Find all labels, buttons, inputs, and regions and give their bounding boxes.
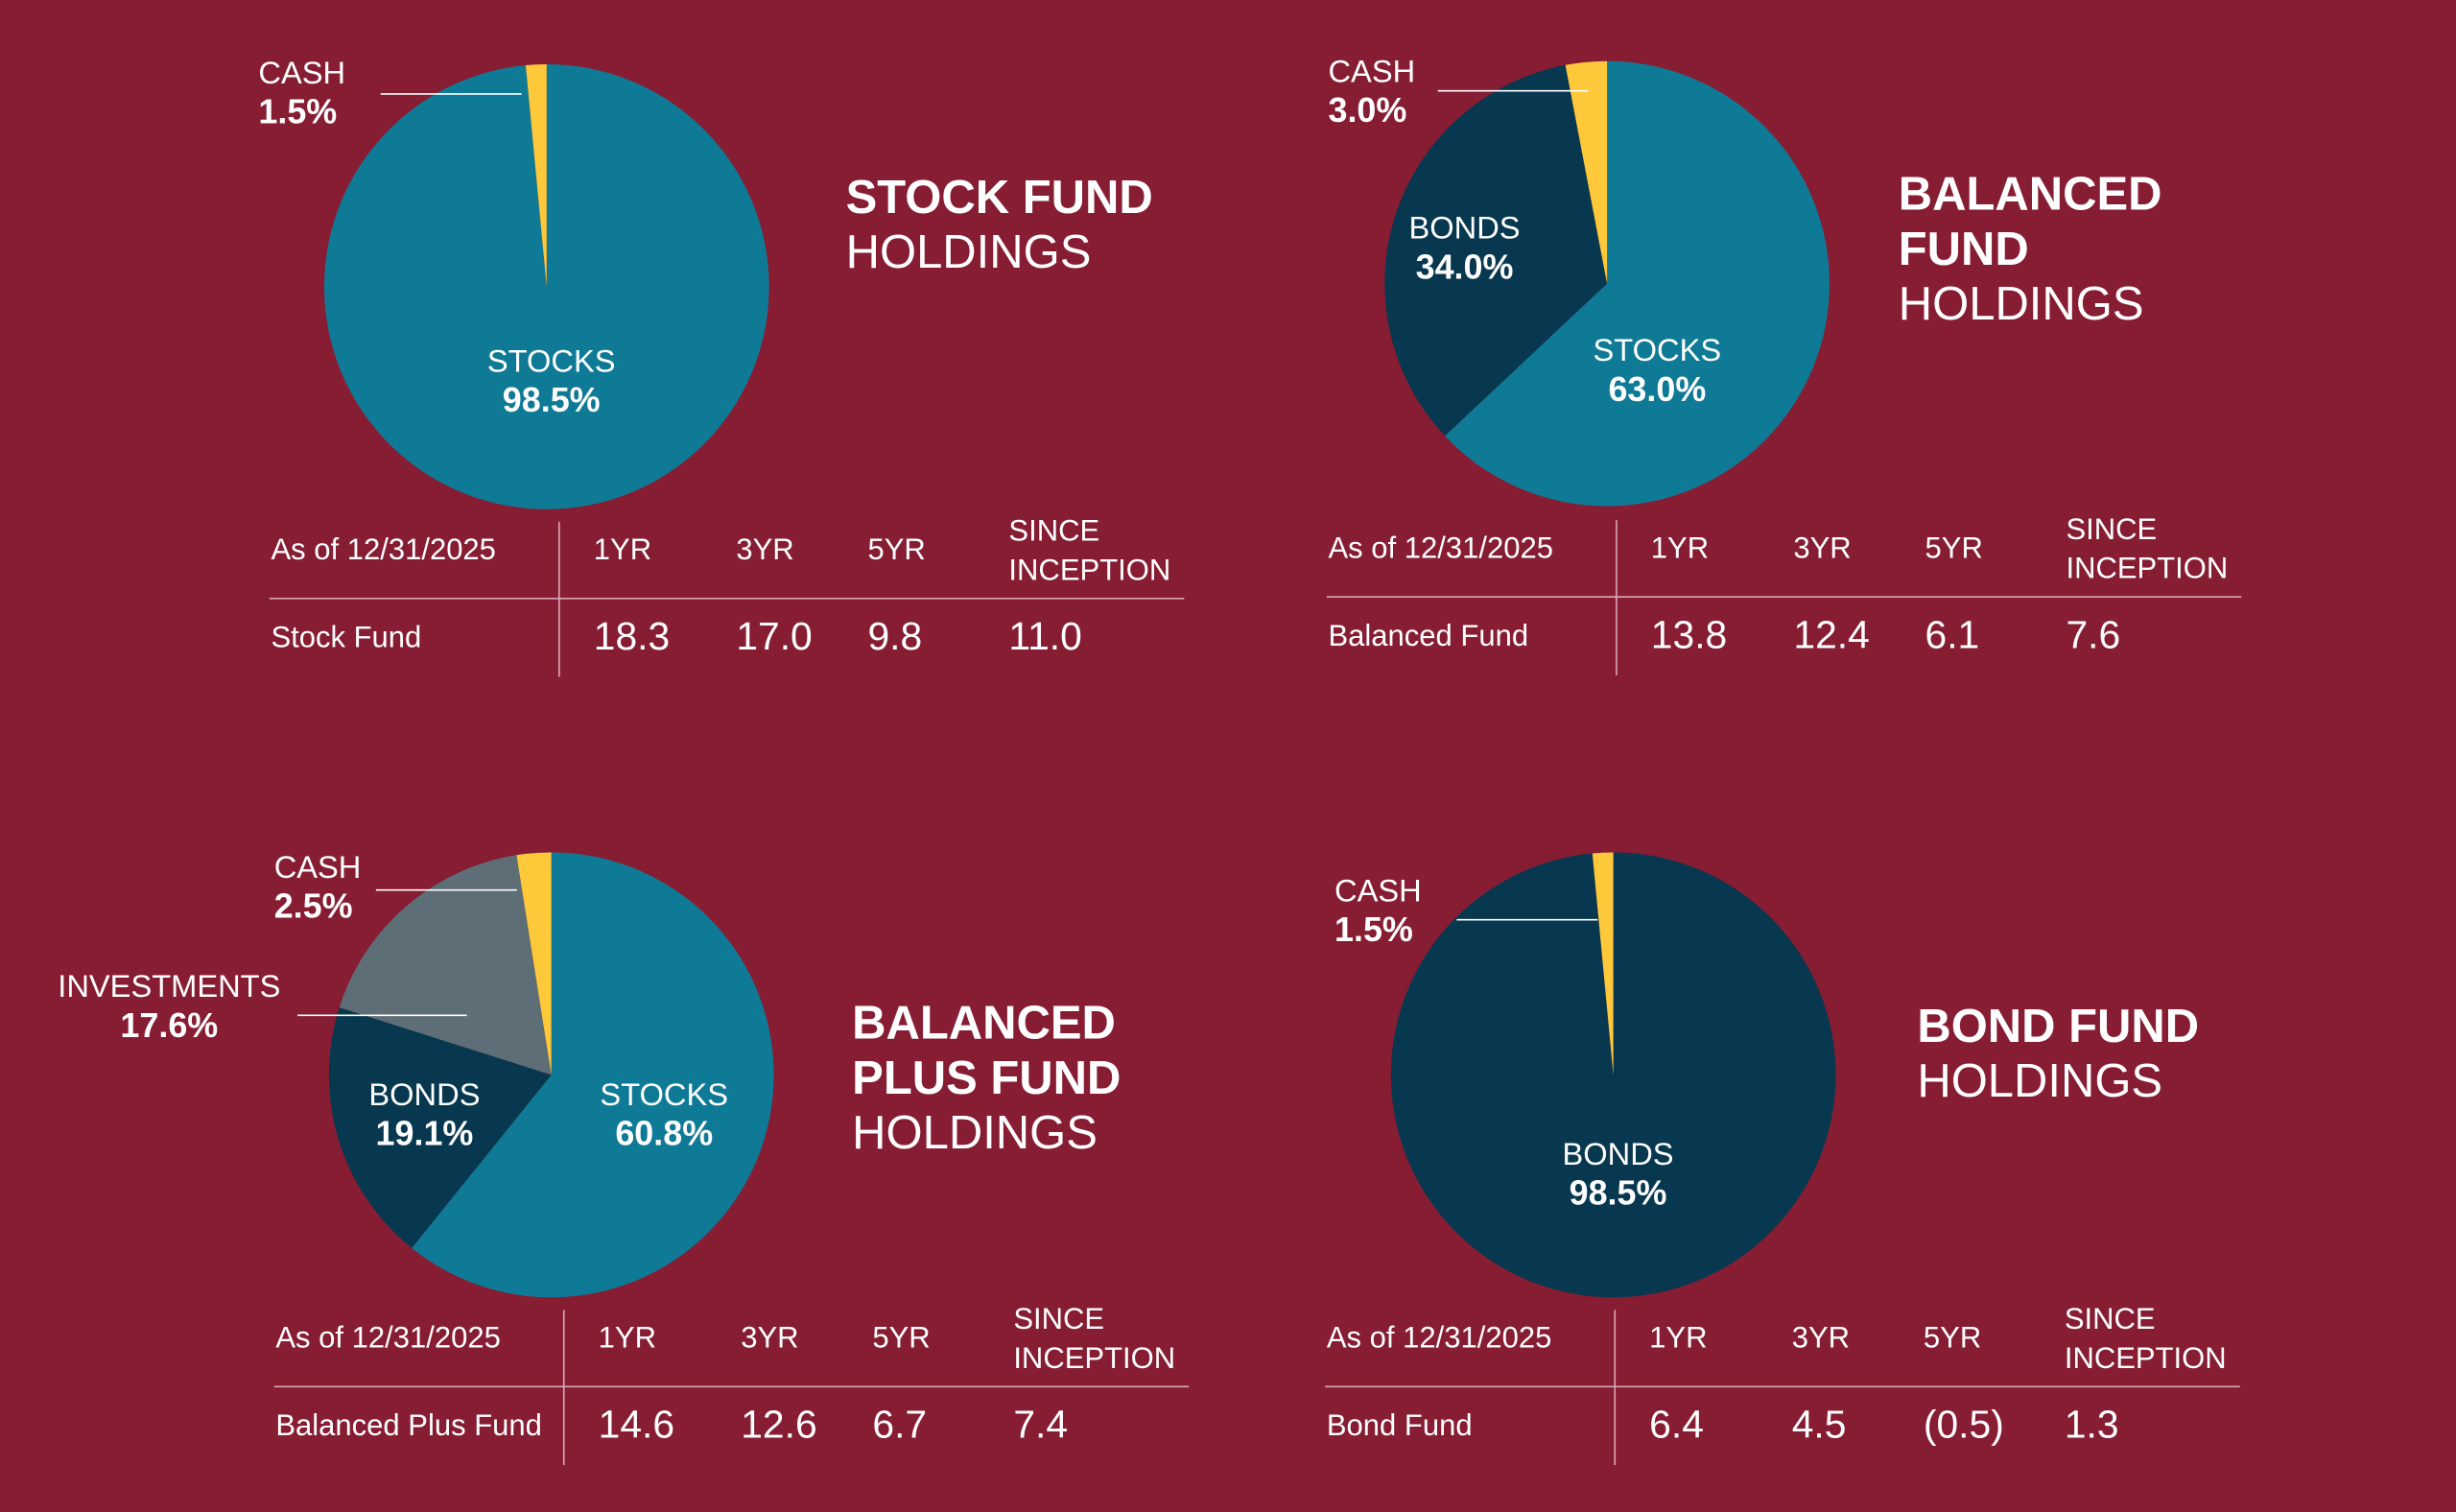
table-header: As of 12/31/2025: [1328, 531, 1552, 564]
pie-slice: [412, 852, 774, 1298]
table-row-label: Bond Fund: [1327, 1408, 1473, 1442]
slice-label: CASH: [1328, 53, 1415, 88]
table-row-label: Stock Fund: [271, 621, 421, 654]
slice-label: CASH: [258, 55, 345, 90]
slice-label: BONDS: [1409, 210, 1521, 246]
slice-value: 63.0%: [1608, 369, 1706, 409]
pie-slice: [339, 855, 552, 1075]
slice-value: 3.0%: [1328, 90, 1406, 130]
table-value: 17.0: [736, 614, 812, 658]
table-header: 5YR: [1925, 531, 1983, 564]
table-value: 12.4: [1793, 612, 1869, 656]
table-value: 13.8: [1651, 612, 1727, 656]
chart-title: BALANCED: [1899, 169, 2162, 221]
pie-slice: [328, 1007, 552, 1248]
table-header: 5YR: [872, 1321, 930, 1355]
table-value: 9.8: [867, 614, 922, 658]
table-header: 3YR: [1793, 531, 1851, 564]
slice-value: 34.0%: [1416, 247, 1514, 286]
table-value: 1.3: [2065, 1403, 2119, 1447]
table-header: As of 12/31/2025: [275, 1321, 500, 1355]
chart-title: BALANCED: [852, 998, 1116, 1050]
pie-slice: [525, 63, 547, 287]
table-value: 14.6: [599, 1403, 674, 1447]
table-value: 6.7: [872, 1403, 927, 1447]
table-value: 12.6: [741, 1403, 816, 1447]
chart-title: FUND: [1899, 224, 2029, 275]
table-header: INCEPTION: [2066, 552, 2228, 585]
table-header: SINCE: [1008, 513, 1099, 547]
slice-value: 19.1%: [376, 1114, 474, 1153]
table-header: 3YR: [1792, 1321, 1850, 1355]
table-header: As of 12/31/2025: [1327, 1321, 1551, 1355]
slice-label: STOCKS: [487, 343, 616, 379]
pie-slice: [1592, 852, 1614, 1075]
table-header: INCEPTION: [2065, 1341, 2227, 1375]
table-row-label: Balanced Plus Fund: [275, 1408, 542, 1442]
slice-label: STOCKS: [1594, 332, 1722, 367]
slice-label: STOCKS: [600, 1076, 728, 1112]
table-value: 18.3: [594, 614, 670, 658]
chart-title: PLUS FUND: [852, 1052, 1121, 1104]
chart-subtitle: HOLDINGS: [1917, 1055, 2162, 1107]
slice-label: CASH: [274, 849, 362, 885]
slice-label: INVESTMENTS: [58, 968, 280, 1004]
pie-slice: [323, 63, 769, 509]
table-header: As of 12/31/2025: [271, 532, 495, 566]
pie-slice: [516, 852, 552, 1075]
table-header: 3YR: [741, 1321, 798, 1355]
slice-value: 2.5%: [274, 886, 353, 926]
table-header: SINCE: [2066, 512, 2157, 546]
slice-value: 98.5%: [1570, 1173, 1667, 1213]
chart-title: STOCK FUND: [846, 172, 1153, 224]
slice-value: 1.5%: [258, 92, 337, 131]
chart-subtitle: HOLDINGS: [1899, 278, 2144, 330]
table-value: (0.5): [1924, 1403, 2004, 1447]
slice-label: BONDS: [368, 1076, 480, 1112]
table-row-label: Balanced Fund: [1328, 619, 1528, 652]
table-header: SINCE: [1013, 1302, 1104, 1335]
table-header: 1YR: [1649, 1321, 1707, 1355]
table-header: 5YR: [1924, 1321, 1981, 1355]
table-header: 1YR: [594, 532, 651, 566]
slice-value: 98.5%: [503, 380, 601, 419]
table-header: INCEPTION: [1013, 1341, 1175, 1375]
chart-subtitle: HOLDINGS: [846, 226, 1092, 278]
table-header: 3YR: [736, 532, 793, 566]
table-value: 6.4: [1649, 1403, 1704, 1447]
slice-value: 1.5%: [1334, 910, 1413, 949]
table-header: 1YR: [599, 1321, 656, 1355]
table-value: 6.1: [1925, 612, 1980, 656]
table-value: 11.0: [1008, 614, 1081, 658]
chart-subtitle: HOLDINGS: [852, 1107, 1098, 1159]
slice-label: CASH: [1334, 873, 1422, 909]
pie-slice: [1384, 64, 1608, 437]
slice-label: BONDS: [1563, 1136, 1674, 1171]
slice-value: 17.6%: [120, 1005, 218, 1045]
table-header: SINCE: [2065, 1302, 2156, 1335]
table-value: 7.6: [2066, 612, 2120, 656]
pie-slice: [1565, 60, 1608, 284]
table-value: 7.4: [1013, 1403, 1068, 1447]
slice-value: 60.8%: [615, 1114, 713, 1153]
pie-slice: [1390, 852, 1836, 1298]
table-header: 1YR: [1651, 531, 1709, 564]
table-header: 5YR: [867, 532, 925, 566]
table-value: 4.5: [1792, 1403, 1847, 1447]
chart-title: BOND FUND: [1917, 1001, 2199, 1052]
table-header: INCEPTION: [1008, 553, 1170, 586]
pie-slice: [1445, 60, 1830, 507]
